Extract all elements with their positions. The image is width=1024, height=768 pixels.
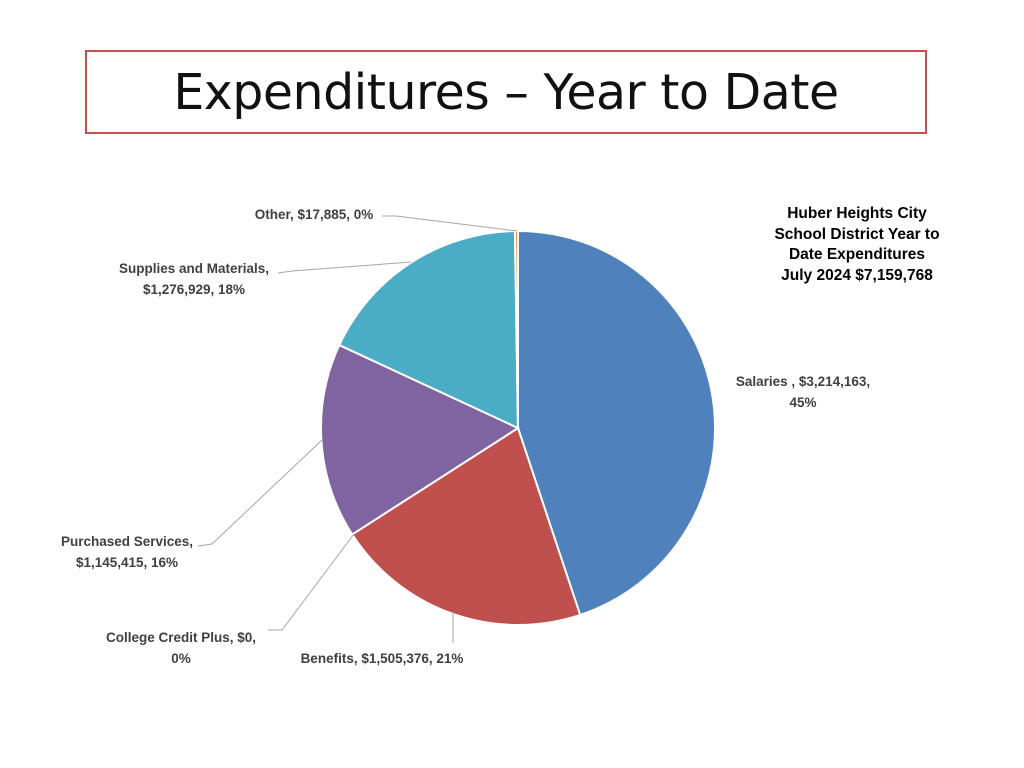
leader-line-purchased-services	[197, 439, 323, 547]
chart-title-line-3: Date Expenditures	[788, 246, 926, 263]
data-label-benefits-line-1: Benefits, $1,505,376, 21%	[301, 651, 464, 666]
data-label-supplies-and-materials-line-2: $1,276,929, 18%	[143, 282, 245, 297]
data-label-salaries-line-1: Salaries , $3,214,163,	[736, 374, 870, 389]
chart-title: Huber Heights City School District Year …	[752, 204, 962, 286]
slide-title: Expenditures – Year to Date	[173, 63, 839, 121]
data-label-purchased-services-line-2: $1,145,415, 16%	[76, 555, 178, 570]
pie-slice-salaries	[517, 229, 716, 617]
data-label-purchased-services-line-1: Purchased Services,	[61, 534, 193, 549]
slide-title-box: Expenditures – Year to Date	[85, 50, 927, 134]
chart-title-line-2: School District Year to	[774, 225, 940, 243]
data-label-supplies-and-materials-line-1: Supplies and Materials,	[119, 261, 269, 276]
chart-title-line-4: July 2024 $7,159,768	[781, 266, 933, 284]
leader-line-other	[382, 215, 518, 232]
pie-slice-purchased-services	[320, 343, 521, 536]
data-label-other-line-1: Other, $17,885, 0%	[255, 207, 374, 222]
pie-slice-benefits	[350, 426, 582, 626]
data-label-college-credit-plus-line-2: 0%	[171, 651, 191, 666]
data-label-salaries-line-2: 45%	[789, 395, 816, 410]
leader-line-college-credit-plus	[268, 533, 355, 631]
data-label-college-credit-plus-line-1: College Credit Plus, $0,	[106, 630, 256, 645]
pie-slice-supplies-and-materials	[337, 230, 520, 430]
chart-title-line-1: Huber Heights City	[787, 205, 927, 222]
leader-line-supplies-and-materials	[277, 261, 412, 274]
